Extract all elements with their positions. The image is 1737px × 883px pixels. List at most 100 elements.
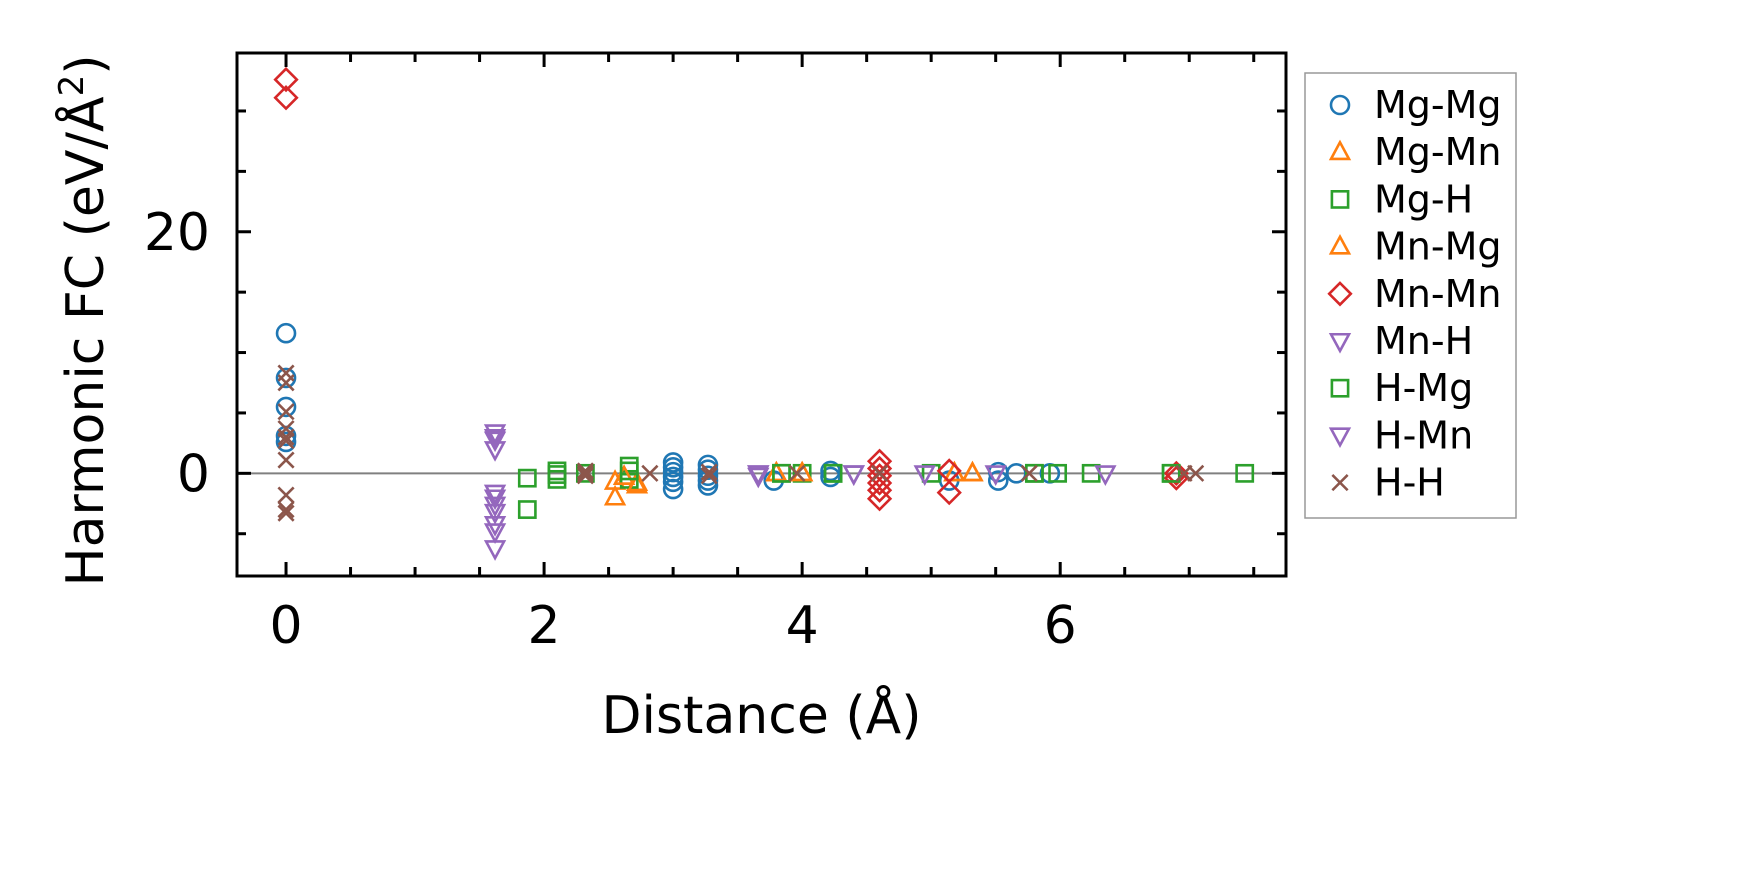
data-point	[1020, 464, 1038, 482]
data-point	[1187, 464, 1205, 482]
data-point	[866, 477, 893, 503]
data-point	[820, 466, 841, 488]
data-point	[277, 500, 295, 519]
data-point	[517, 468, 537, 488]
plot-frame	[235, 51, 1288, 578]
data-point	[866, 463, 893, 489]
legend-entry: H-Mn	[1328, 413, 1473, 457]
data-point	[772, 463, 791, 483]
data-point	[547, 465, 567, 484]
data-point	[273, 66, 299, 93]
legend-label: Mn-Mn	[1374, 272, 1501, 316]
data-point	[576, 467, 594, 485]
data-point	[576, 464, 594, 482]
data-point	[823, 463, 843, 483]
legend-marker	[1328, 332, 1352, 354]
legend-label: Mn-H	[1374, 319, 1473, 363]
legend-marker	[1330, 190, 1350, 209]
data-point	[842, 465, 865, 486]
legend-label: H-H	[1374, 461, 1445, 505]
data-point	[913, 465, 936, 486]
series-mn-mn	[273, 66, 1189, 512]
data-point	[662, 478, 684, 500]
y-axis-label: Harmonic FC (eV/Å2)	[52, 54, 116, 586]
x-tick-label: 0	[269, 596, 302, 656]
y-axis-label-main: Harmonic FC (eV/Å	[54, 96, 116, 587]
data-point	[277, 428, 295, 446]
data-point	[1094, 465, 1117, 486]
data-point	[747, 465, 770, 486]
data-point	[866, 470, 893, 496]
legend-label: H-Mn	[1374, 413, 1473, 457]
x-tick-label: 2	[528, 596, 561, 656]
data-point	[612, 464, 636, 486]
legend-marker	[1331, 474, 1349, 492]
legend-entry: H-Mg	[1330, 366, 1473, 410]
legend-label: Mg-Mn	[1374, 130, 1502, 174]
legend-entry: Mg-Mn	[1328, 130, 1502, 174]
data-point	[700, 463, 718, 481]
series-mn-h	[483, 424, 1117, 561]
data-point	[961, 460, 984, 482]
data-point	[277, 504, 295, 522]
legend-label: Mg-Mg	[1374, 83, 1502, 127]
data-point	[1161, 463, 1181, 483]
data-point	[866, 455, 893, 482]
data-point	[765, 460, 788, 482]
data-point	[870, 464, 889, 482]
series-h-mn	[483, 429, 865, 544]
legend-entry: Mn-Mg	[1328, 225, 1502, 269]
data-point	[1235, 463, 1255, 483]
data-point	[576, 462, 594, 480]
data-point	[275, 322, 297, 344]
data-point	[641, 464, 659, 482]
data-point	[275, 367, 297, 389]
series-h-h	[277, 364, 1205, 522]
legend-label: H-Mg	[1374, 366, 1473, 410]
data-point	[575, 463, 595, 483]
legend-entry: Mn-H	[1328, 319, 1473, 363]
data-point	[483, 540, 507, 561]
data-point	[700, 467, 718, 485]
series-mg-mg	[275, 322, 1061, 500]
legend-marker	[1328, 233, 1352, 255]
axis-ticks	[237, 53, 1286, 576]
data-point	[277, 432, 295, 450]
data-point	[984, 465, 1007, 486]
data-point	[788, 464, 806, 482]
data-point	[1163, 460, 1189, 486]
legend-entry: Mg-H	[1330, 177, 1473, 221]
x-tick-label: 4	[786, 596, 819, 656]
data-point	[1048, 463, 1068, 483]
legend-marker	[1328, 427, 1352, 449]
legend-marker	[1327, 281, 1353, 307]
y-tick-label: 0	[177, 444, 210, 504]
x-axis-label: Distance (Å)	[601, 684, 921, 746]
legend-entry: Mn-Mn	[1327, 272, 1501, 316]
data-point	[866, 486, 893, 512]
legend-entry: H-H	[1331, 461, 1445, 505]
legend-marker	[1328, 139, 1352, 161]
data-point	[866, 448, 893, 474]
series-h-mg	[547, 461, 1181, 484]
legend-marker	[1330, 378, 1350, 398]
data-point	[1024, 463, 1044, 483]
data-point	[275, 396, 297, 418]
data-point	[483, 523, 507, 544]
data-point	[483, 441, 507, 462]
data-point	[820, 460, 841, 482]
data-point	[277, 374, 295, 392]
data-point	[619, 461, 639, 481]
data-point	[483, 484, 507, 506]
data-point	[603, 484, 627, 506]
legend-marker	[1329, 94, 1351, 116]
y-tick-label: 20	[144, 203, 210, 263]
legend-entry: Mg-Mg	[1329, 83, 1502, 127]
x-tick-label: 6	[1044, 596, 1077, 656]
data-point	[275, 431, 297, 453]
tick-labels: 0 2 4 6 0 20	[144, 203, 1077, 656]
y-axis-label-superscript: 2	[52, 75, 92, 97]
data-point	[277, 486, 295, 504]
